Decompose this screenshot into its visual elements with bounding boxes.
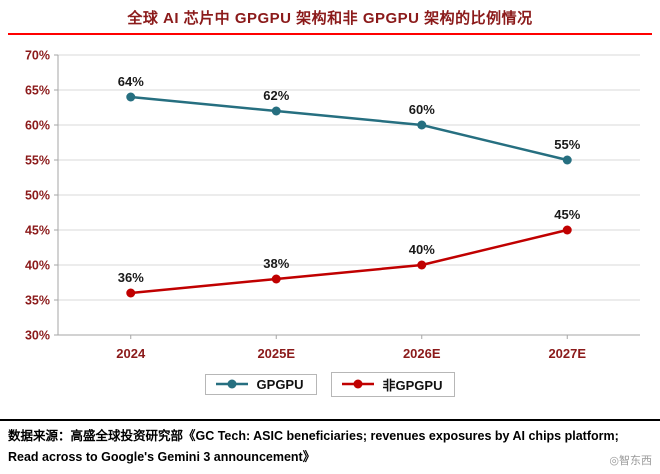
y-tick-label: 45%: [25, 224, 50, 238]
watermark: ◎智东西: [609, 455, 652, 467]
data-point: [271, 106, 281, 116]
data-label: 64%: [118, 74, 144, 89]
series-line: [130, 95, 568, 162]
data-label: 38%: [263, 256, 289, 271]
x-tick-label: 2026E: [403, 346, 441, 361]
gpgpu-line-marker-icon: [215, 379, 248, 389]
non-gpgpu-line-marker-icon: [341, 379, 374, 389]
data-point: [126, 92, 136, 102]
data-point: [562, 225, 572, 235]
y-tick-label: 60%: [25, 119, 50, 133]
data-label: 40%: [409, 242, 435, 257]
legend-item-gpgpu: GPGPU: [204, 373, 317, 395]
data-point: [562, 155, 572, 165]
source-line-2: Read across to Google's Gemini 3 announc…: [8, 450, 316, 464]
data-label: 36%: [118, 270, 144, 285]
x-tick-label: 2025E: [257, 346, 295, 361]
x-tick-label: 2027E: [548, 346, 586, 361]
line-chart: 30% 35% 40% 45% 50% 55% 60% 65% 70% 2024 2025E 2026…: [25, 49, 640, 361]
legend-label-non-gpgpu: 非GPGPU: [382, 377, 443, 393]
title-underline: [8, 33, 652, 35]
data-label: 45%: [554, 207, 580, 222]
legend-item-non-gpgpu: 非GPGPU: [330, 371, 456, 397]
chart-legend: GPGPU 非GPGPU: [0, 371, 660, 397]
data-label: 62%: [263, 88, 289, 103]
x-tick-label: 2024: [116, 346, 146, 361]
chart-title: 全球 AI 芯片中 GPGPU 架构和非 GPGPU 架构的比例情况: [127, 10, 533, 27]
y-tick-label: 50%: [25, 189, 50, 203]
y-tick-label: 40%: [25, 259, 50, 273]
source-footer: 数据来源：高盛全球投资研究部《GC Tech: ASIC beneficiari…: [0, 419, 660, 474]
y-tick-label: 30%: [25, 329, 50, 343]
source-line-1: 数据来源：高盛全球投资研究部《GC Tech: ASIC beneficiari…: [8, 429, 619, 443]
y-tick-label: 35%: [25, 294, 50, 308]
y-tick-label: 65%: [25, 84, 50, 98]
data-label: 60%: [409, 102, 435, 117]
data-point: [271, 274, 281, 284]
data-point: [126, 288, 136, 298]
series-line: [130, 228, 568, 295]
data-point: [417, 120, 427, 130]
y-tick-label: 55%: [25, 154, 50, 168]
data-label: 55%: [554, 137, 580, 152]
legend-label-gpgpu: GPGPU: [256, 376, 304, 392]
y-tick-label: 70%: [25, 49, 50, 63]
data-point: [417, 260, 427, 270]
